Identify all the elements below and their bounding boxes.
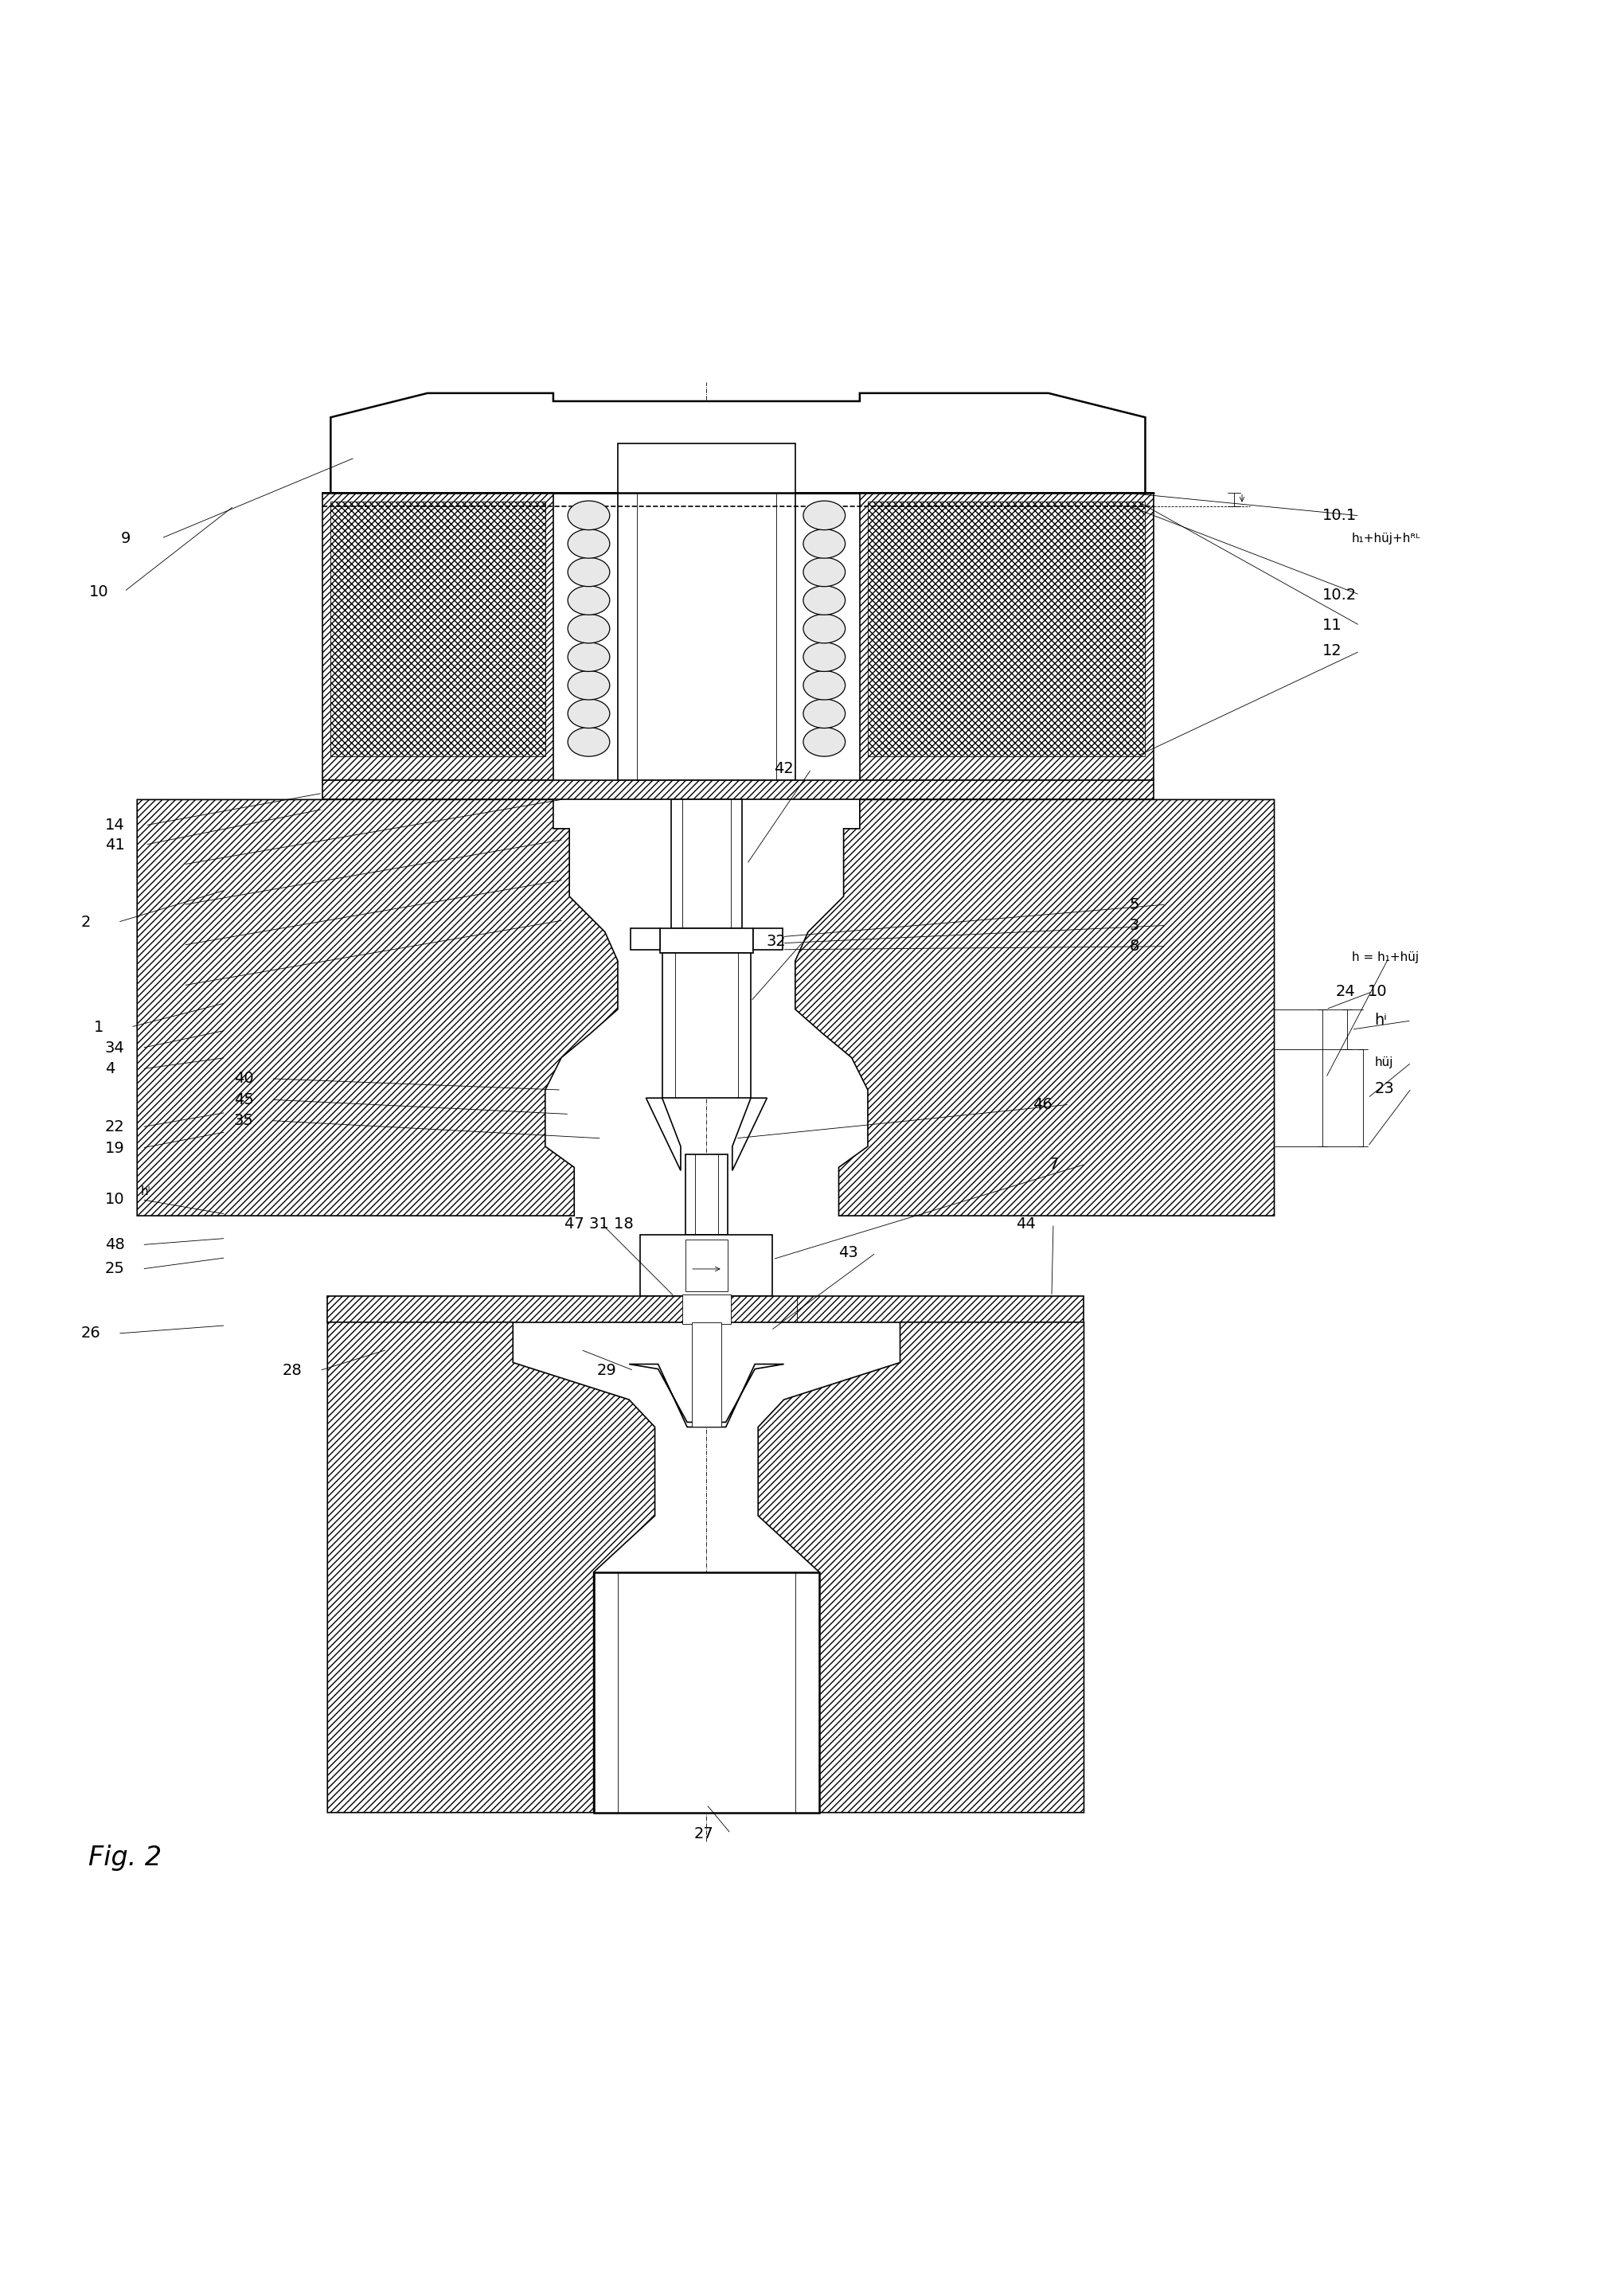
Text: h = h₁+hüj: h = h₁+hüj [1352,953,1419,964]
Text: 5: 5 [1129,898,1139,912]
Ellipse shape [568,613,610,643]
Text: 47 31 18: 47 31 18 [565,1217,634,1231]
Text: 35: 35 [234,1114,253,1127]
Bar [331,501,545,755]
Text: Fig. 2: Fig. 2 [89,1844,161,1871]
Ellipse shape [803,585,845,615]
Bar [753,928,782,951]
Bar [692,1322,721,1428]
Ellipse shape [803,670,845,700]
Text: 8: 8 [1129,939,1139,953]
Text: h₁+hüj+hᴿᴸ: h₁+hüj+hᴿᴸ [1352,533,1421,544]
Text: 24: 24 [1336,985,1355,999]
Text: 10.2: 10.2 [1323,588,1357,602]
Ellipse shape [568,643,610,670]
Ellipse shape [803,528,845,558]
Bar [594,1573,819,1812]
Text: 44: 44 [1016,1217,1036,1231]
Text: 29: 29 [597,1364,616,1378]
Bar [686,1240,727,1293]
Ellipse shape [803,698,845,728]
Text: 10.1: 10.1 [1323,507,1357,523]
Text: 3: 3 [1129,918,1139,932]
Text: 10: 10 [89,583,108,599]
Polygon shape [327,1322,655,1812]
Text: 43: 43 [839,1244,858,1261]
Text: 10: 10 [105,1192,124,1208]
Ellipse shape [568,670,610,700]
Text: 23: 23 [1374,1081,1394,1095]
Polygon shape [137,799,618,1217]
Polygon shape [331,393,1145,494]
Text: 25: 25 [105,1261,124,1277]
Text: 7: 7 [1048,1157,1058,1171]
Ellipse shape [568,528,610,558]
Bar [682,1295,731,1325]
Bar [323,781,1153,799]
Bar [618,443,795,781]
Ellipse shape [568,585,610,615]
Text: 12: 12 [1323,643,1342,659]
Text: 11: 11 [1323,618,1342,634]
Bar [868,501,1145,755]
Polygon shape [645,1097,681,1171]
Text: hüj: hüj [1374,1056,1394,1068]
Text: hⁱ: hⁱ [1374,1013,1387,1029]
Ellipse shape [803,728,845,755]
Polygon shape [860,494,1153,781]
Polygon shape [758,1322,1084,1812]
Ellipse shape [568,728,610,755]
Polygon shape [795,799,1274,1217]
Bar [327,1297,1084,1322]
Text: 45: 45 [234,1093,253,1107]
Ellipse shape [803,613,845,643]
Polygon shape [629,1364,784,1428]
Ellipse shape [803,501,845,530]
Text: 48: 48 [105,1238,124,1251]
Ellipse shape [803,558,845,585]
Text: 42: 42 [774,762,794,776]
Text: 40: 40 [234,1070,253,1086]
Ellipse shape [803,643,845,670]
Bar [661,953,750,1097]
Text: 46: 46 [1032,1097,1052,1111]
Text: 19: 19 [105,1141,124,1155]
Text: 41: 41 [105,838,124,852]
Ellipse shape [568,501,610,530]
Bar [631,928,660,951]
Text: hᴵ: hᴵ [140,1185,150,1199]
Bar [686,1155,727,1235]
Text: 9: 9 [121,530,131,546]
Text: 27: 27 [694,1825,713,1841]
Text: 1: 1 [94,1019,103,1035]
Bar [640,1235,773,1297]
Text: 10: 10 [1368,985,1387,999]
Polygon shape [323,494,553,781]
Bar [671,799,742,928]
Text: 22: 22 [105,1120,124,1134]
Text: 32: 32 [766,934,786,948]
Text: 14: 14 [105,817,124,833]
Text: 2: 2 [81,914,90,930]
Polygon shape [732,1097,768,1171]
Ellipse shape [568,558,610,585]
Text: 4: 4 [105,1061,115,1077]
Text: 34: 34 [105,1040,124,1056]
Ellipse shape [568,698,610,728]
Bar [660,928,753,953]
Text: 26: 26 [81,1325,100,1341]
Text: 28: 28 [282,1364,302,1378]
